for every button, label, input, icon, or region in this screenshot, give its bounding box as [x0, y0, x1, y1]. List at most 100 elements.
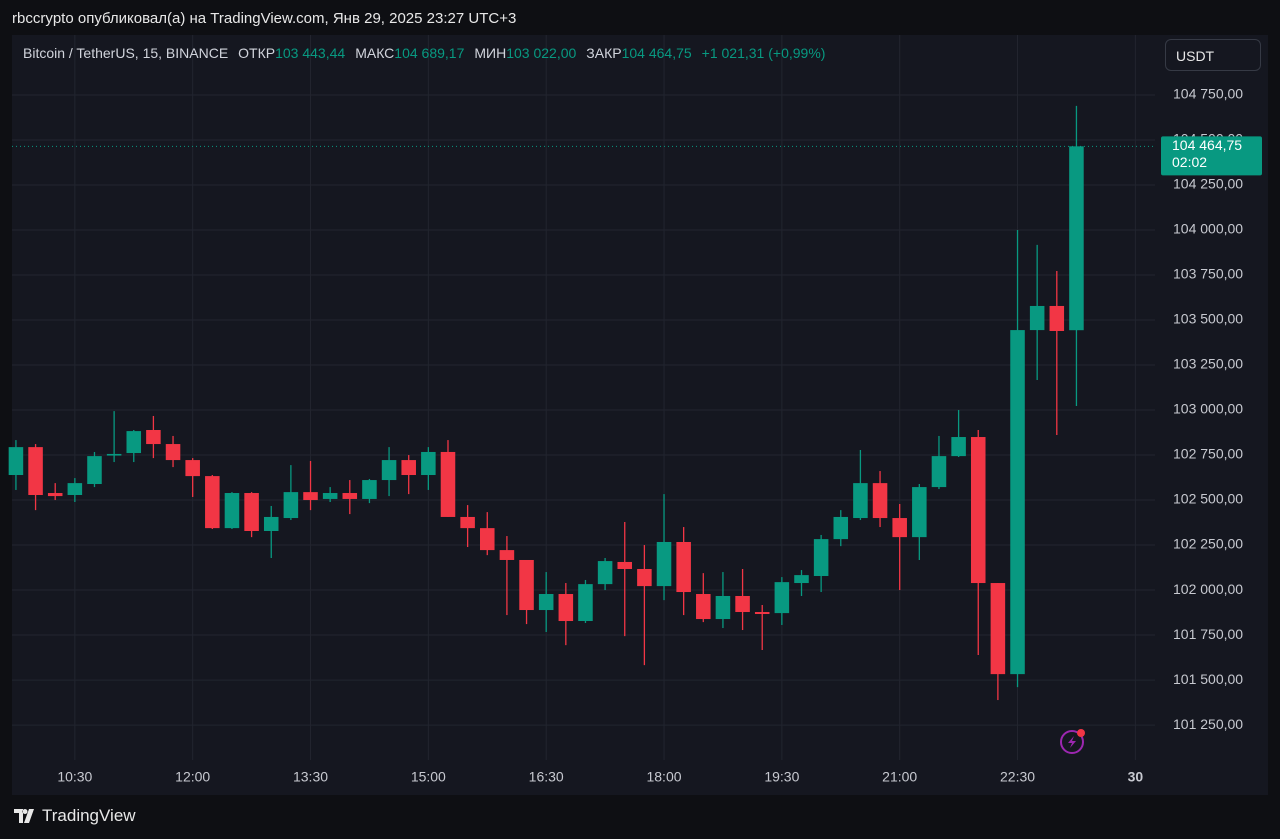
ohlc-key: МАКС — [355, 45, 395, 61]
candle-body — [440, 451, 456, 517]
ohlc-key: ОТКР — [238, 45, 276, 61]
candle-body — [558, 594, 574, 622]
caption: rbccrypto опубликовал(а) на TradingView.… — [12, 10, 517, 27]
x-tick-label: 21:00 — [882, 769, 917, 785]
candle-body — [833, 516, 849, 540]
candle-body — [126, 431, 142, 454]
candle-body — [931, 456, 947, 488]
candle-body — [283, 492, 299, 519]
candle-body — [794, 575, 809, 584]
candle-body — [754, 612, 770, 614]
y-tick-label: 101 750,00 — [1173, 626, 1243, 642]
candle-body — [8, 447, 24, 476]
candle-body — [970, 437, 986, 584]
x-tick-label: 16:30 — [529, 769, 564, 785]
candle-body — [185, 460, 200, 477]
candle-body — [106, 453, 122, 456]
candle-body — [538, 594, 554, 611]
currency-button[interactable]: USDT — [1165, 39, 1261, 71]
y-tick-label: 103 000,00 — [1173, 401, 1243, 417]
candle-body — [460, 516, 475, 529]
x-tick-label: 18:00 — [646, 769, 681, 785]
x-tick-label: 10:30 — [57, 769, 92, 785]
candle-body — [1069, 146, 1084, 331]
candle-body — [87, 456, 102, 485]
candle-body — [715, 595, 731, 620]
ohlc-key: ЗАКР — [586, 45, 622, 61]
candle-body — [47, 493, 63, 497]
candle-body — [519, 559, 534, 611]
countdown: 02:02 — [1172, 154, 1207, 170]
x-tick-label: 30 — [1128, 769, 1144, 785]
candle-body — [597, 561, 613, 585]
candle-body — [28, 447, 43, 495]
candle-body — [676, 541, 691, 593]
candles — [8, 105, 1155, 701]
candle-body — [656, 541, 672, 587]
candle-body — [67, 483, 83, 495]
candle-body — [381, 460, 397, 481]
grid — [12, 35, 1155, 760]
ohlc-key: МИН — [474, 45, 507, 61]
candle-body — [735, 595, 750, 613]
y-tick-label: 103 500,00 — [1173, 311, 1243, 327]
brand: TradingView — [14, 806, 136, 826]
y-tick-label: 104 750,00 — [1173, 86, 1243, 102]
y-tick-label: 104 250,00 — [1173, 176, 1243, 192]
candle-body — [421, 451, 436, 476]
brand-name: TradingView — [42, 806, 136, 825]
y-tick-label: 101 500,00 — [1173, 671, 1243, 687]
candle-body — [578, 584, 593, 622]
candle-body — [480, 528, 495, 551]
y-tick-label: 103 250,00 — [1173, 356, 1243, 372]
candle-body — [853, 483, 868, 519]
candle-body — [1010, 330, 1025, 675]
x-tick-label: 19:30 — [764, 769, 799, 785]
candle-body — [205, 476, 220, 529]
change: +1 021,31 (+0,99%) — [701, 45, 826, 61]
candle-body — [401, 460, 416, 476]
last-price-label: 104 464,75 — [1172, 137, 1242, 153]
candle-body — [951, 437, 966, 457]
candle-body — [165, 444, 181, 461]
candle-body — [774, 582, 790, 614]
axes: 101 250,00 101 500,00 101 750,00 102 000,00… — [57, 86, 1262, 785]
candle-body — [1029, 305, 1045, 331]
candle-body — [872, 483, 888, 519]
x-tick-label: 12:00 — [175, 769, 210, 785]
x-tick-label: 22:30 — [1000, 769, 1035, 785]
y-tick-label: 102 000,00 — [1173, 581, 1243, 597]
y-tick-label: 103 750,00 — [1173, 266, 1243, 282]
pane — [12, 35, 1268, 795]
ohlc-value: 104 464,75 — [621, 45, 692, 61]
lightning-icon[interactable] — [1060, 729, 1085, 754]
y-tick-label: 102 250,00 — [1173, 536, 1243, 552]
candle-body — [146, 430, 161, 445]
ohlc-value: 103 443,44 — [275, 45, 346, 61]
y-tick-label: 102 750,00 — [1173, 446, 1243, 462]
candle-body — [637, 568, 652, 587]
candle-body — [244, 493, 259, 532]
candle-body — [322, 493, 338, 499]
candle-body — [912, 487, 927, 538]
candle-body — [617, 561, 633, 569]
candle-body — [813, 539, 829, 577]
x-tick-label: 15:00 — [411, 769, 446, 785]
y-tick-label: 104 000,00 — [1173, 221, 1243, 237]
candle-body — [1049, 305, 1065, 331]
ohlc-legend: Bitcoin / TetherUS, 15, BINANCE ОТКР 103 … — [23, 45, 825, 61]
candle-body — [303, 492, 318, 501]
ohlc-value: 104 689,17 — [394, 45, 465, 61]
ohlc-value: 103 022,00 — [506, 45, 577, 61]
candle-body — [990, 583, 1006, 675]
x-tick-label: 13:30 — [293, 769, 328, 785]
candle-body — [362, 480, 377, 499]
candle-body — [224, 493, 240, 529]
candle-body — [499, 550, 515, 560]
candle-body — [892, 518, 907, 538]
last-price-box — [1161, 136, 1262, 176]
y-tick-label: 102 500,00 — [1173, 491, 1243, 507]
candle-body — [342, 493, 358, 499]
